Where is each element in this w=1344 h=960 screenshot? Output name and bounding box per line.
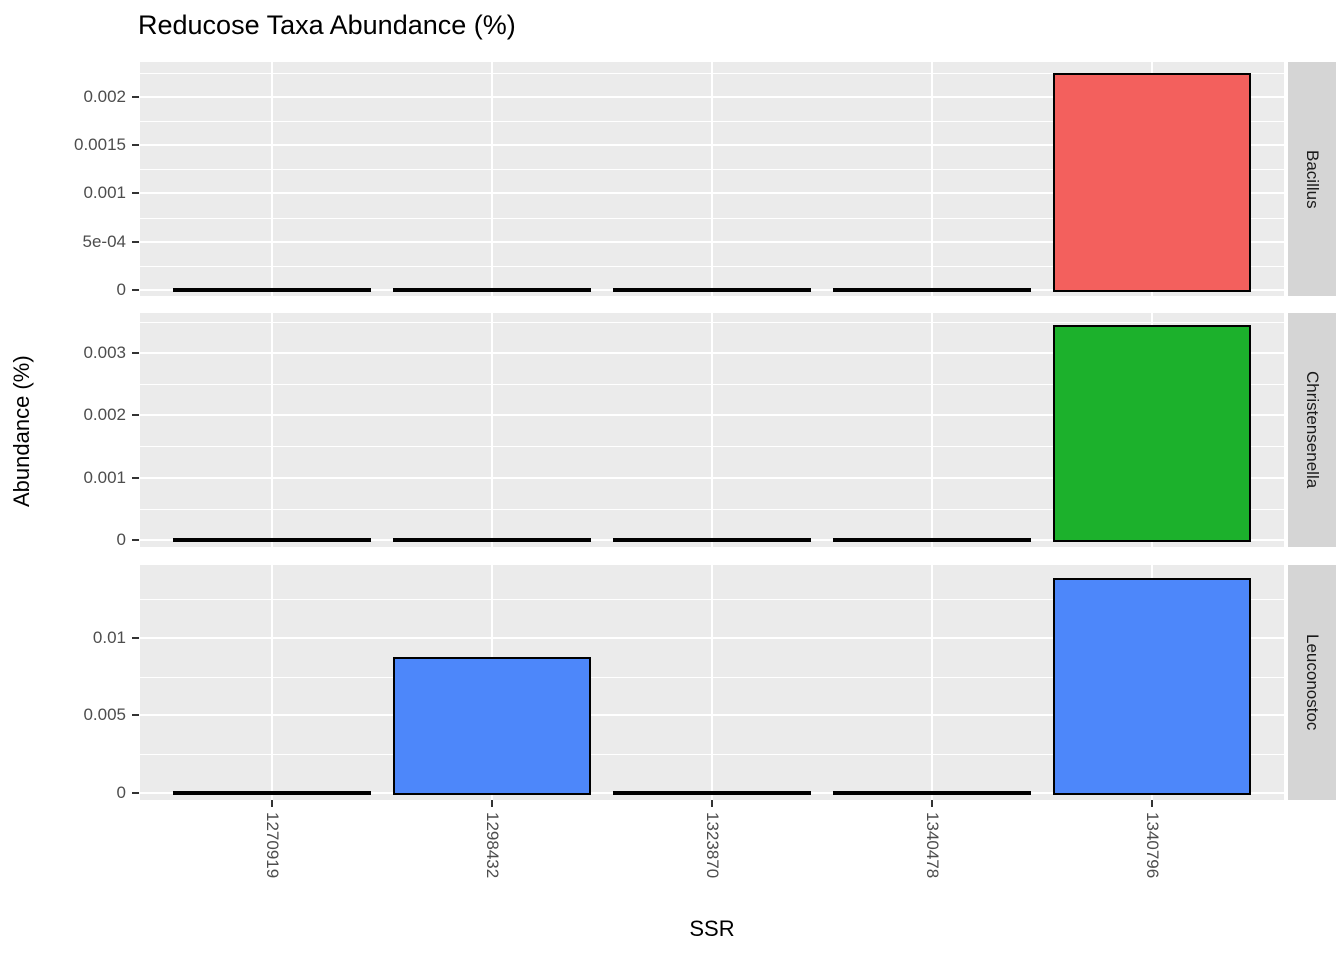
- minor-gridline: [140, 446, 1284, 448]
- major-gridline: [140, 192, 1284, 195]
- zero-bar-bacillus-1298432: [393, 287, 591, 292]
- zero-bar-christensenella-1323870: [613, 538, 811, 542]
- major-gridline-vertical: [491, 313, 493, 547]
- zero-bar-christensenella-1298432: [393, 538, 591, 542]
- y-tick-label: 0.0015: [74, 135, 126, 155]
- major-gridline-vertical: [271, 313, 273, 547]
- major-gridline-vertical: [271, 565, 273, 800]
- major-gridline: [140, 351, 1284, 354]
- x-tick-mark: [271, 800, 273, 807]
- facet-strip-christensenella: Christensenella: [1288, 313, 1336, 547]
- facet-panel-leuconostoc: [140, 565, 1284, 800]
- major-gridline-vertical: [711, 565, 713, 800]
- minor-gridline: [140, 599, 1284, 601]
- major-gridline: [140, 476, 1284, 479]
- y-tick-label: 0.002: [83, 86, 126, 106]
- major-gridline-vertical: [931, 565, 933, 800]
- facet-strip-leuconostoc: Leuconostoc: [1288, 565, 1336, 800]
- minor-gridline: [140, 169, 1284, 171]
- minor-gridline: [140, 676, 1284, 678]
- y-tick-mark: [132, 476, 139, 479]
- y-tick-label: 0.001: [83, 467, 126, 487]
- y-tick-mark: [132, 240, 139, 243]
- bar-leuconostoc-1298432: [393, 656, 591, 795]
- major-gridline: [140, 414, 1284, 417]
- y-tick-mark: [132, 351, 139, 354]
- major-gridline-vertical: [711, 62, 713, 296]
- major-gridline-vertical: [491, 62, 493, 296]
- zero-bar-leuconostoc-1340478: [833, 790, 1031, 795]
- minor-gridline: [140, 384, 1284, 386]
- zero-bar-leuconostoc-1270919: [173, 790, 371, 795]
- zero-bar-christensenella-1270919: [173, 538, 371, 542]
- y-tick-label: 0: [116, 530, 126, 549]
- y-tick-label: 0: [116, 279, 126, 299]
- minor-gridline: [140, 508, 1284, 510]
- facet-strip-label: Christensenella: [1303, 371, 1322, 489]
- zero-bar-bacillus-1340478: [833, 287, 1031, 292]
- chart-title: Reducose Taxa Abundance (%): [138, 10, 516, 40]
- y-tick-mark: [132, 192, 139, 195]
- x-tick-label: 1340478: [923, 812, 942, 879]
- zero-bar-bacillus-1323870: [613, 287, 811, 292]
- x-tick-label: 1298432: [483, 812, 502, 879]
- y-tick-label: 5e-04: [82, 231, 126, 251]
- y-tick-label: 0.003: [83, 342, 126, 362]
- facet-strip-label: Leuconostoc: [1303, 634, 1322, 731]
- facet-strip-bacillus: Bacillus: [1288, 62, 1336, 296]
- y-tick-label: 0.001: [83, 183, 126, 203]
- x-tick-mark: [931, 800, 933, 807]
- y-tick-mark: [132, 714, 139, 717]
- y-tick-label: 0.01: [92, 628, 126, 647]
- x-tick-mark: [1151, 800, 1153, 807]
- major-gridline: [140, 95, 1284, 98]
- major-gridline-vertical: [931, 62, 933, 296]
- y-tick-mark: [132, 288, 139, 291]
- facet-panel-bacillus: [140, 62, 1284, 296]
- major-gridline-vertical: [931, 313, 933, 547]
- major-gridline: [140, 714, 1284, 717]
- x-tick-mark: [491, 800, 493, 807]
- y-tick-label: 0.002: [83, 405, 126, 425]
- y-tick-mark: [132, 414, 139, 417]
- y-tick-mark: [132, 144, 139, 147]
- minor-gridline: [140, 217, 1284, 219]
- y-tick-mark: [132, 791, 139, 794]
- zero-bar-leuconostoc-1323870: [613, 790, 811, 795]
- y-tick-mark: [132, 637, 139, 639]
- bar-leuconostoc-1340796: [1053, 577, 1251, 795]
- bar-bacillus-1340796: [1053, 72, 1251, 292]
- y-tick-mark: [132, 539, 139, 541]
- y-tick-mark: [132, 95, 139, 98]
- x-tick-label: 1270919: [263, 812, 282, 879]
- facet-strip-label: Bacillus: [1303, 149, 1322, 209]
- minor-gridline: [140, 120, 1284, 122]
- minor-gridline: [140, 72, 1284, 74]
- major-gridline-vertical: [271, 62, 273, 296]
- zero-bar-bacillus-1270919: [173, 287, 371, 292]
- y-tick-label: 0.005: [83, 705, 126, 725]
- x-axis-title: SSR: [689, 916, 735, 941]
- x-tick-label: 1340796: [1143, 812, 1162, 879]
- major-gridline: [140, 240, 1284, 243]
- major-gridline: [140, 637, 1284, 639]
- y-axis-title: Abundance (%): [9, 355, 34, 507]
- minor-gridline: [140, 754, 1284, 756]
- bar-christensenella-1340796: [1053, 324, 1251, 542]
- x-tick-mark: [711, 800, 713, 807]
- x-tick-label: 1323870: [703, 812, 722, 879]
- zero-bar-christensenella-1340478: [833, 538, 1031, 542]
- major-gridline-vertical: [711, 313, 713, 547]
- major-gridline: [140, 144, 1284, 147]
- minor-gridline: [140, 321, 1284, 323]
- y-tick-label: 0: [116, 782, 126, 802]
- facet-panel-christensenella: [140, 313, 1284, 547]
- minor-gridline: [140, 265, 1284, 267]
